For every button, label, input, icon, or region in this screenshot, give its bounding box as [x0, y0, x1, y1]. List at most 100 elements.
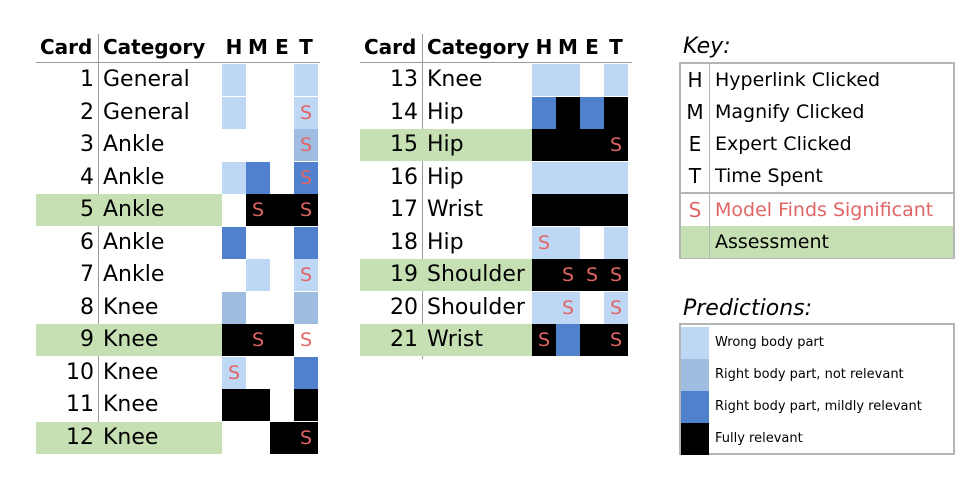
cell-t: S	[294, 194, 318, 226]
header-divider	[36, 62, 320, 63]
key-label: Assessment	[715, 231, 829, 253]
header-divider	[360, 62, 632, 63]
predictions-box: Wrong body part Right body part, not rel…	[679, 323, 955, 455]
prediction-item-notrel: Right body part, not relevant	[681, 359, 953, 391]
card-number: 3	[80, 132, 94, 157]
card-number: 15	[390, 132, 418, 157]
header-m: M	[248, 35, 268, 59]
cell-m	[556, 194, 580, 226]
card-number: 20	[390, 294, 418, 320]
key-letter: H	[687, 68, 703, 92]
key-label: Model Finds Significant	[715, 199, 934, 221]
header-h: H	[535, 35, 553, 59]
card-category: Knee	[103, 359, 159, 385]
table-row: 11 Knee	[36, 389, 320, 421]
table-row: 9 Knee S S	[36, 324, 320, 356]
swatch-wrong-body-part	[681, 327, 709, 359]
card-number: 17	[390, 197, 418, 222]
cell-m	[246, 129, 270, 161]
card-number: 2	[80, 99, 94, 125]
column-divider	[422, 34, 423, 359]
key-letter: T	[688, 164, 702, 188]
cell-e	[270, 194, 294, 226]
cell-t: S	[604, 129, 628, 161]
card-number: 13	[390, 67, 418, 92]
table-row: 13 Knee	[360, 64, 632, 96]
card-category: Hip	[427, 164, 464, 190]
cell-t: S	[294, 161, 318, 194]
cell-t: S	[294, 129, 318, 161]
cell-t	[294, 389, 318, 421]
header-t: T	[299, 35, 313, 59]
predictions-title: Predictions:	[683, 296, 813, 321]
card-category: Knee	[103, 424, 159, 450]
cell-e	[270, 64, 294, 96]
key-label: Expert Clicked	[715, 133, 852, 155]
table-row: 21 Wrist S S	[360, 324, 632, 356]
card-number: 4	[80, 164, 94, 190]
card-number: 14	[390, 99, 418, 125]
cell-m	[556, 64, 580, 96]
cell-h	[222, 422, 246, 454]
cell-t: S	[604, 324, 628, 356]
table-row: 12 Knee S	[36, 421, 320, 454]
assessment-highlight	[36, 194, 222, 226]
key-label: Hyperlink Clicked	[715, 69, 881, 91]
cell-t	[604, 96, 628, 129]
card-number: 6	[80, 229, 94, 255]
cell-h	[222, 291, 246, 324]
table-row: 10 Knee S	[36, 356, 320, 389]
cell-m	[556, 96, 580, 129]
cell-t: S	[294, 421, 318, 454]
header-category: Category	[427, 35, 530, 59]
card-category: Wrist	[427, 327, 484, 352]
card-number: 19	[390, 262, 418, 287]
key-divider-vertical	[709, 64, 710, 257]
cell-e	[580, 227, 604, 259]
cell-t	[294, 356, 318, 389]
table-row: 7 Ankle S	[36, 259, 320, 291]
key-item-m: M Magnify Clicked	[681, 96, 953, 128]
swatch-fully-relevant	[681, 423, 709, 455]
cell-t: S	[294, 96, 318, 129]
cell-h	[532, 259, 556, 291]
cell-t	[294, 291, 318, 324]
header-h: H	[225, 35, 243, 59]
card-number: 18	[390, 229, 418, 255]
card-category: Hip	[427, 229, 464, 255]
card-number: 9	[80, 327, 94, 352]
cell-e	[580, 292, 604, 324]
card-category: Knee	[103, 392, 159, 417]
header-m: M	[558, 35, 578, 59]
card-category: General	[103, 67, 190, 92]
header-card: Card	[364, 35, 417, 59]
table-row: 16 Hip	[360, 161, 632, 194]
card-number: 5	[80, 197, 94, 222]
cell-m	[246, 64, 270, 96]
assessment-highlight	[36, 324, 222, 356]
cell-h	[222, 389, 246, 421]
cell-e	[270, 292, 294, 324]
card-category: Ankle	[103, 164, 165, 190]
key-label: Magnify Clicked	[715, 101, 865, 123]
key-item-assessment: Assessment	[681, 226, 953, 258]
key-item-h: H Hyperlink Clicked	[681, 64, 953, 96]
card-category: Ankle	[103, 262, 165, 287]
table-row: 17 Wrist	[360, 194, 632, 226]
key-item-e: E Expert Clicked	[681, 128, 953, 160]
key-divider-horizontal	[681, 192, 953, 194]
cell-m	[246, 227, 270, 259]
card-category: Knee	[427, 67, 483, 92]
card-category: Ankle	[103, 197, 165, 222]
assessment-highlight	[36, 421, 222, 454]
cell-h	[222, 161, 246, 194]
key-item-t: T Time Spent	[681, 160, 953, 192]
cell-m	[246, 161, 270, 194]
cell-m	[246, 97, 270, 129]
card-category: Hip	[427, 132, 464, 157]
cell-t	[604, 161, 628, 194]
cell-t	[294, 64, 318, 96]
cell-e	[270, 357, 294, 389]
card-category: Knee	[103, 327, 159, 352]
key-letter: E	[688, 132, 702, 156]
